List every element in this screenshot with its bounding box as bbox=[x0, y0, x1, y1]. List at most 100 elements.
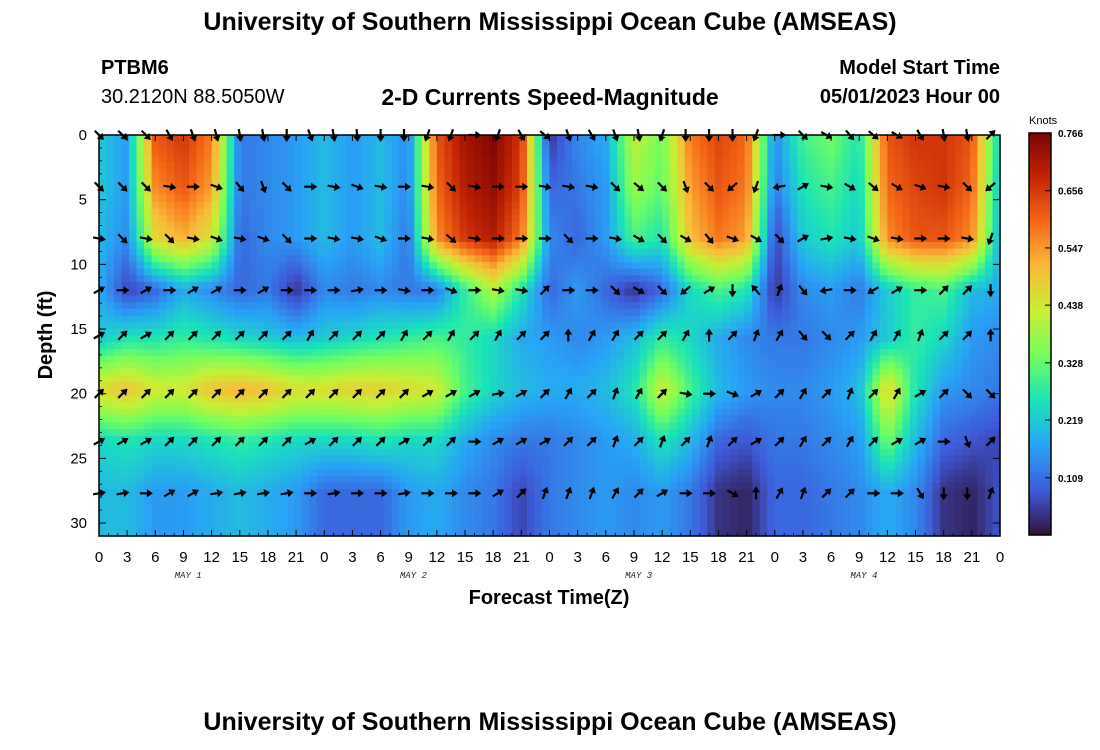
heatmap-cell bbox=[572, 282, 581, 290]
heatmap-cell bbox=[481, 302, 491, 310]
heatmap-cell bbox=[729, 255, 738, 263]
heatmap-cell bbox=[444, 275, 453, 283]
heatmap-cell bbox=[707, 188, 716, 196]
heatmap-cell bbox=[504, 288, 513, 296]
heatmap-cell bbox=[947, 335, 956, 343]
heatmap-cell bbox=[249, 141, 258, 149]
heatmap-cell bbox=[744, 235, 753, 243]
heatmap-cell bbox=[279, 181, 288, 190]
heatmap-cell bbox=[421, 248, 430, 256]
heatmap-cell bbox=[384, 335, 393, 343]
heatmap-cell bbox=[887, 248, 896, 256]
heatmap-cell bbox=[436, 375, 445, 383]
heatmap-cell bbox=[219, 228, 228, 236]
heatmap-cell bbox=[511, 322, 521, 330]
heatmap-cell bbox=[684, 181, 693, 190]
heatmap-cell bbox=[699, 322, 708, 330]
heatmap-cell bbox=[504, 315, 513, 323]
heatmap-cell bbox=[219, 288, 228, 296]
heatmap-cell bbox=[879, 248, 888, 256]
heatmap-cell bbox=[316, 362, 325, 370]
heatmap-cell bbox=[496, 221, 506, 230]
heatmap-cell bbox=[99, 268, 108, 276]
heatmap-cell bbox=[391, 348, 400, 357]
heatmap-cell bbox=[812, 255, 821, 263]
heatmap-cell bbox=[196, 155, 205, 163]
heatmap-cell bbox=[489, 155, 498, 163]
heatmap-cell bbox=[872, 268, 881, 276]
heatmap-cell bbox=[121, 208, 130, 216]
heatmap-cell bbox=[399, 161, 408, 170]
heatmap-cell bbox=[399, 402, 408, 410]
heatmap-cell bbox=[361, 328, 370, 337]
heatmap-cell bbox=[752, 148, 761, 156]
heatmap-cell bbox=[774, 181, 783, 190]
heatmap-cell bbox=[662, 141, 671, 149]
heatmap-cell bbox=[834, 342, 843, 350]
heatmap-cell bbox=[541, 268, 551, 276]
heatmap-cell bbox=[241, 282, 250, 290]
heatmap-cell bbox=[444, 155, 453, 163]
heatmap-cell bbox=[346, 342, 355, 350]
heatmap-cell bbox=[842, 195, 851, 203]
heatmap-cell bbox=[579, 275, 588, 283]
heatmap-cell bbox=[977, 282, 986, 290]
heatmap-cell bbox=[211, 282, 220, 290]
heatmap-cell bbox=[256, 322, 265, 330]
heatmap-cell bbox=[354, 155, 363, 163]
heatmap-cell bbox=[579, 241, 588, 250]
heatmap-cell bbox=[534, 388, 543, 397]
heatmap-cell bbox=[421, 388, 430, 397]
heatmap-cell bbox=[436, 161, 445, 170]
heatmap-cell bbox=[789, 388, 798, 397]
heatmap-cell bbox=[932, 362, 941, 370]
heatmap-cell bbox=[459, 335, 468, 343]
heatmap-cell bbox=[406, 308, 415, 317]
heatmap-cell bbox=[211, 175, 220, 183]
heatmap-cell bbox=[759, 288, 768, 296]
heatmap-cell bbox=[827, 362, 836, 370]
heatmap-cell bbox=[316, 155, 325, 163]
heatmap-cell bbox=[211, 322, 220, 330]
heatmap-cell bbox=[617, 188, 626, 196]
heatmap-cell bbox=[534, 308, 543, 317]
heatmap-cell bbox=[617, 148, 626, 156]
heatmap-cell bbox=[579, 368, 588, 377]
heatmap-cell bbox=[346, 388, 355, 397]
heatmap-cell bbox=[249, 282, 258, 290]
heatmap-cell bbox=[376, 382, 385, 390]
heatmap-cell bbox=[564, 188, 573, 196]
heatmap-cell bbox=[271, 175, 280, 183]
heatmap-cell bbox=[902, 168, 911, 176]
heatmap-cell bbox=[887, 282, 896, 290]
heatmap-cell bbox=[159, 181, 168, 190]
heatmap-cell bbox=[204, 355, 213, 363]
heatmap-cell bbox=[256, 141, 265, 149]
heatmap-cell bbox=[564, 168, 573, 176]
heatmap-cell bbox=[226, 409, 235, 417]
heatmap-cell bbox=[617, 255, 626, 263]
heatmap-cell bbox=[984, 322, 994, 330]
heatmap-cell bbox=[984, 248, 994, 256]
heatmap-cell bbox=[144, 241, 153, 250]
heatmap-cell bbox=[932, 342, 941, 350]
heatmap-cell bbox=[264, 382, 273, 390]
heatmap-cell bbox=[219, 362, 228, 370]
heatmap-cell bbox=[226, 248, 235, 256]
heatmap-cell bbox=[909, 195, 919, 203]
heatmap-cell bbox=[789, 148, 798, 156]
heatmap-cell bbox=[729, 155, 738, 163]
heatmap-cell bbox=[684, 275, 693, 283]
heatmap-cell bbox=[376, 348, 385, 357]
heatmap-cell bbox=[526, 221, 536, 230]
heatmap-cell bbox=[774, 221, 783, 230]
heatmap-cell bbox=[316, 328, 325, 337]
heatmap-cell bbox=[504, 215, 513, 223]
heatmap-cell bbox=[579, 168, 588, 176]
heatmap-cell bbox=[406, 355, 415, 363]
heatmap-cell bbox=[234, 261, 243, 270]
heatmap-cell bbox=[962, 208, 971, 216]
heatmap-cell bbox=[301, 215, 310, 223]
heatmap-cell bbox=[181, 248, 190, 256]
heatmap-cell bbox=[271, 342, 280, 350]
